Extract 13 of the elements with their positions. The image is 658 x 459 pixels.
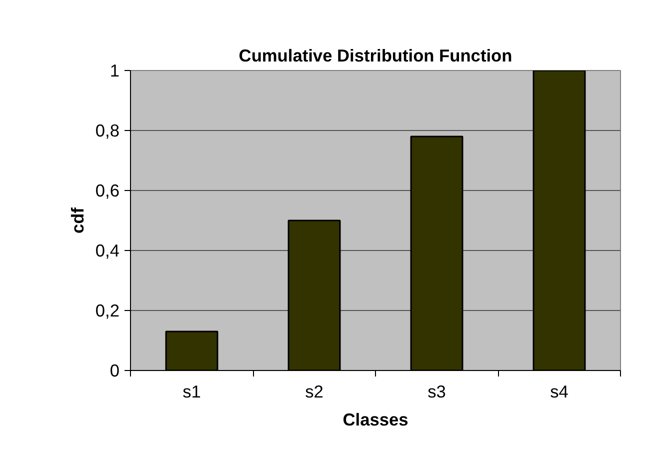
x-tick-label: s3: [428, 382, 446, 402]
chart-title: Cumulative Distribution Function: [238, 46, 512, 66]
y-tick-label: 0,6: [95, 180, 120, 200]
y-tick-label: 0,8: [95, 120, 120, 140]
y-tick-label: 0,2: [95, 300, 120, 320]
x-axis-title: Classes: [342, 410, 408, 430]
y-tick-label: 0,4: [95, 240, 120, 260]
x-tick-label: s1: [182, 382, 201, 402]
x-tick-label: s4: [550, 382, 569, 402]
y-axis-title: cdf: [67, 207, 88, 234]
x-tick-label: s2: [305, 382, 324, 402]
y-tick-label: 1: [110, 60, 120, 80]
y-tick-label: 0: [110, 360, 120, 380]
